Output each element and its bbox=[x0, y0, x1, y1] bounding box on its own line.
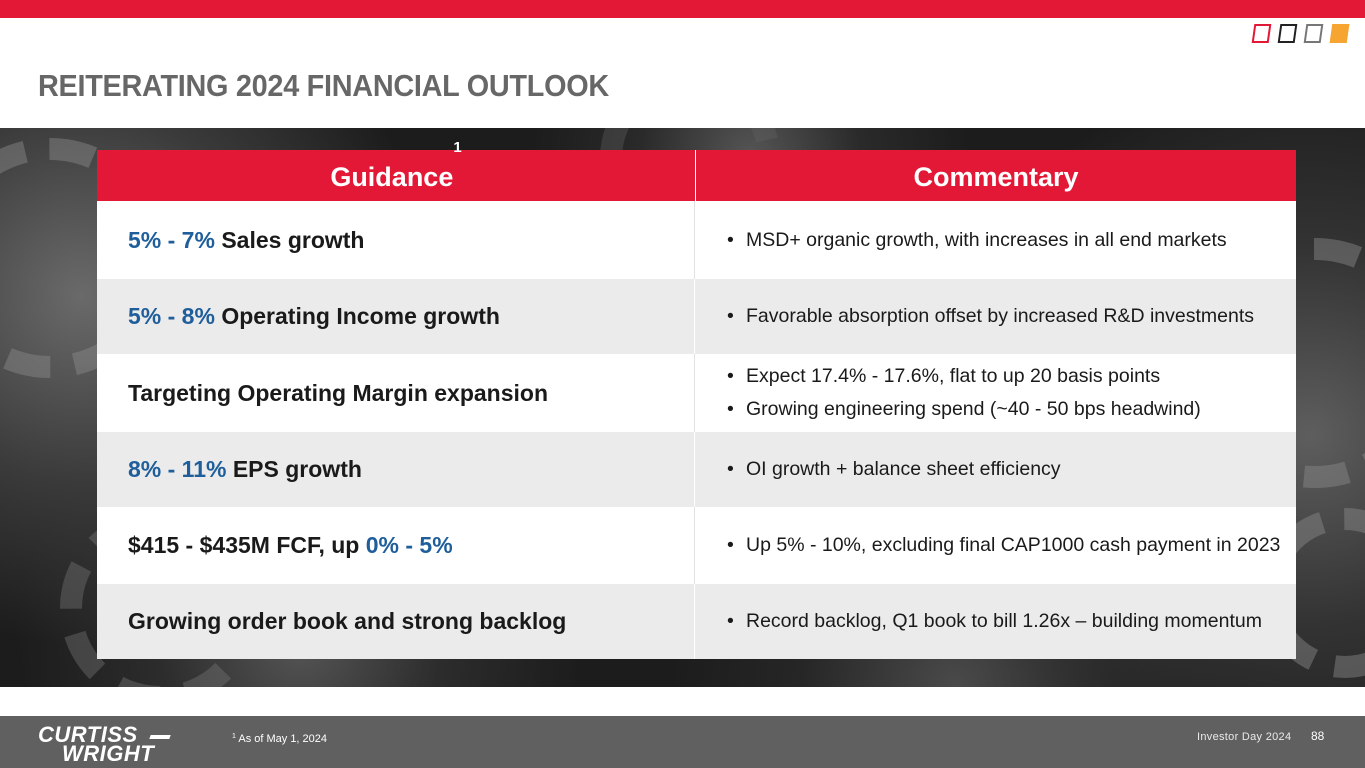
footnote-text: As of May 1, 2024 bbox=[235, 733, 328, 745]
guidance-cell: Growing order book and strong backlog bbox=[97, 584, 695, 659]
commentary-text: Expect 17.4% - 17.6%, flat to up 20 basi… bbox=[746, 365, 1161, 387]
logo-line-1: CURTISS bbox=[38, 722, 138, 747]
gray-square-icon bbox=[1303, 24, 1324, 43]
bullet-icon: • bbox=[727, 398, 734, 420]
logo-line-2: WRIGHT bbox=[62, 741, 155, 766]
guidance-footnote-marker: 1 bbox=[453, 139, 462, 156]
curtiss-wright-logo: CURTISS WRIGHT bbox=[38, 722, 178, 766]
commentary-cell: • Favorable absorption offset by increase… bbox=[696, 279, 1296, 354]
guidance-highlight: 8% - 11% bbox=[128, 456, 227, 482]
table-row: 5% - 8% Operating Income growth • Favorab… bbox=[97, 279, 1296, 354]
bullet-icon: • bbox=[727, 365, 734, 387]
bullet-icon: • bbox=[727, 610, 734, 632]
page-number: 88 bbox=[1311, 729, 1325, 743]
commentary-header: Commentary bbox=[913, 162, 1079, 192]
guidance-text: EPS growth bbox=[226, 456, 362, 482]
table-row: $415 - $435M FCF, up 0% - 5% • Up 5% - 10… bbox=[97, 507, 1296, 584]
slide-title: REITERATING 2024 FINANCIAL OUTLOOK bbox=[38, 68, 609, 103]
guidance-highlight: 5% - 7% bbox=[128, 226, 215, 253]
guidance-text: Sales growth bbox=[214, 226, 365, 253]
guidance-header: Guidance 1 bbox=[97, 140, 696, 201]
commentary-cell: • MSD+ organic growth, with increases in … bbox=[696, 201, 1296, 279]
commentary-text: Up 5% - 10%, excluding final CAP1000 cas… bbox=[746, 534, 1281, 556]
bullet-icon: • bbox=[727, 228, 734, 251]
table-row: Targeting Operating Margin expansion • Ex… bbox=[97, 354, 1296, 432]
commentary-cell: • OI growth + balance sheet efficiency bbox=[696, 432, 1296, 507]
commentary-cell: • Expect 17.4% - 17.6%, flat to up 20 bas… bbox=[696, 354, 1296, 432]
footnote: 1 As of May 1, 2024 bbox=[232, 733, 327, 745]
top-accent-bar bbox=[0, 0, 1365, 18]
guidance-header-label: Guidance bbox=[330, 162, 454, 192]
commentary-cell: • Record backlog, Q1 book to bill 1.26x –… bbox=[696, 584, 1296, 659]
commentary-cell: • Up 5% - 10%, excluding final CAP1000 ca… bbox=[696, 507, 1296, 584]
guidance-cell: 8% - 11% EPS growth bbox=[97, 432, 695, 507]
commentary-text: Favorable absorption offset by increased… bbox=[746, 305, 1254, 327]
brand-squares-icon bbox=[1251, 24, 1351, 46]
guidance-cell: $415 - $435M FCF, up 0% - 5% bbox=[97, 507, 695, 584]
commentary-text: Record backlog, Q1 book to bill 1.26x – … bbox=[746, 610, 1262, 632]
commentary-text: Growing engineering spend (~40 - 50 bps … bbox=[746, 398, 1201, 420]
orange-square-icon bbox=[1329, 24, 1350, 43]
footnote-marker: 1 bbox=[232, 733, 236, 740]
guidance-text: Growing order book and strong backlog bbox=[128, 608, 567, 634]
red-square-icon bbox=[1251, 24, 1272, 43]
guidance-cell: 5% - 8% Operating Income growth bbox=[97, 279, 695, 354]
guidance-cell: Targeting Operating Margin expansion bbox=[97, 354, 695, 432]
list-item: • OI growth + balance sheet efficiency bbox=[727, 458, 1296, 481]
bullet-icon: • bbox=[727, 534, 734, 556]
footer-bar: CURTISS WRIGHT 1 As of May 1, 2024 Inves… bbox=[0, 716, 1365, 768]
guidance-cell: 5% - 7% Sales growth bbox=[97, 201, 695, 279]
guidance-text: $415 - $435M FCF, up bbox=[128, 532, 366, 558]
guidance-text: Targeting Operating Margin expansion bbox=[128, 379, 549, 406]
guidance-highlight: 0% - 5% bbox=[365, 532, 453, 558]
bullet-icon: • bbox=[727, 458, 734, 480]
black-square-icon bbox=[1277, 24, 1298, 43]
guidance-text: Operating Income growth bbox=[214, 303, 500, 329]
list-item: • MSD+ organic growth, with increases in … bbox=[727, 229, 1296, 252]
list-item: • Up 5% - 10%, excluding final CAP1000 ca… bbox=[727, 534, 1296, 557]
logo-dash-icon bbox=[149, 735, 171, 739]
list-item: • Expect 17.4% - 17.6%, flat to up 20 bas… bbox=[727, 365, 1296, 388]
bullet-icon: • bbox=[727, 305, 734, 327]
table-row: Growing order book and strong backlog • R… bbox=[97, 584, 1296, 659]
commentary-text: OI growth + balance sheet efficiency bbox=[746, 458, 1061, 480]
table-header: Guidance 1 Commentary bbox=[97, 140, 1296, 201]
table-row: 8% - 11% EPS growth • OI growth + balance… bbox=[97, 432, 1296, 507]
event-label: Investor Day 2024 bbox=[1197, 731, 1292, 743]
list-item: • Favorable absorption offset by increase… bbox=[727, 305, 1296, 328]
outlook-table: Guidance 1 Commentary 5% - 7% Sales growt… bbox=[97, 140, 1296, 659]
guidance-highlight: 5% - 8% bbox=[128, 303, 215, 329]
commentary-text: MSD+ organic growth, with increases in a… bbox=[746, 228, 1227, 251]
table-row: 5% - 7% Sales growth • MSD+ organic growt… bbox=[97, 201, 1296, 279]
list-item: • Record backlog, Q1 book to bill 1.26x –… bbox=[727, 610, 1296, 633]
list-item: • Growing engineering spend (~40 - 50 bps… bbox=[727, 398, 1296, 421]
